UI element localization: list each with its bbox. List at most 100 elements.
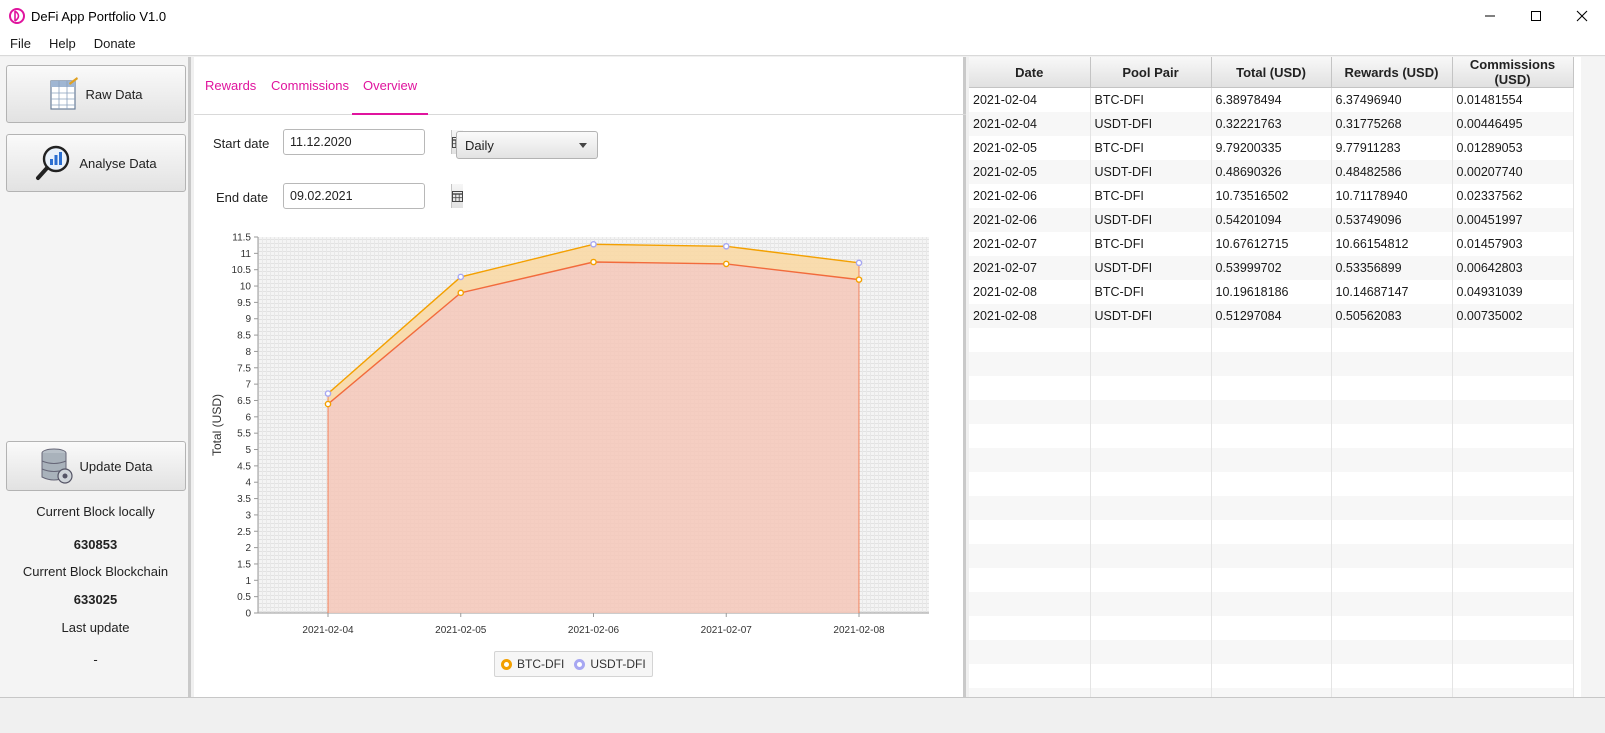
interval-select[interactable]: Daily — [456, 131, 598, 159]
cell-commissions: 0.01481554 — [1452, 87, 1574, 112]
update-data-label: Update Data — [79, 458, 153, 474]
cell-rewards: 0.53749096 — [1331, 207, 1453, 232]
status-bar — [0, 697, 1605, 733]
cell-date — [969, 663, 1091, 688]
cell-date — [969, 423, 1091, 448]
table-row[interactable]: 2021-02-04 BTC-DFI 6.38978494 6.37496940 0.0… — [969, 87, 1574, 112]
minimize-button[interactable] — [1467, 0, 1513, 32]
y-tick-label: 11.5 — [232, 233, 251, 244]
cell-total — [1211, 543, 1332, 568]
maximize-button[interactable] — [1513, 0, 1559, 32]
cell-commissions: 0.02337562 — [1452, 183, 1574, 208]
cell-date — [969, 399, 1091, 424]
current-block-local-value: 630853 — [73, 537, 118, 552]
cell-commissions: 0.00446495 — [1452, 111, 1574, 136]
table-row — [969, 615, 1574, 640]
cell-total — [1211, 687, 1332, 697]
table-row — [969, 543, 1574, 568]
column-header-rewards[interactable]: Rewards (USD) — [1331, 57, 1453, 88]
cell-total — [1211, 351, 1332, 376]
menu-bar: File Help Donate — [0, 32, 1605, 56]
column-header-pool-pair[interactable]: Pool Pair — [1090, 57, 1212, 88]
table-row — [969, 639, 1574, 664]
table-row[interactable]: 2021-02-08 USDT-DFI 0.51297084 0.50562083 0.… — [969, 303, 1574, 328]
table-scrollbar[interactable] — [1581, 57, 1605, 697]
menu-file[interactable]: File — [10, 36, 31, 51]
column-header-date[interactable]: Date — [969, 57, 1091, 88]
cell-commissions — [1452, 495, 1574, 520]
cell-pool-pair — [1090, 495, 1212, 520]
table-row[interactable]: 2021-02-08 BTC-DFI 10.19618186 10.14687147 0… — [969, 279, 1574, 304]
end-date-input[interactable] — [284, 184, 451, 208]
start-date-label: Start date — [213, 136, 270, 151]
close-button[interactable] — [1559, 0, 1605, 32]
raw-data-button[interactable]: Raw Data — [6, 65, 186, 123]
table-row — [969, 567, 1574, 592]
table-row[interactable]: 2021-02-06 USDT-DFI 0.54201094 0.53749096 0.… — [969, 207, 1574, 232]
cell-pool-pair: USDT-DFI — [1090, 111, 1212, 136]
point-usdt-dfi — [324, 390, 332, 397]
cell-total — [1211, 375, 1332, 400]
legend-label-btc-dfi: BTC-DFI — [517, 657, 565, 671]
sidebar: Raw Data Analyse Data Update Data Curren… — [0, 57, 191, 697]
table-row[interactable]: 2021-02-06 BTC-DFI 10.73516502 10.71178940 0… — [969, 183, 1574, 208]
cell-rewards — [1331, 639, 1453, 664]
table-row[interactable]: 2021-02-07 USDT-DFI 0.53999702 0.53356899 0.… — [969, 255, 1574, 280]
cell-pool-pair: BTC-DFI — [1090, 231, 1212, 256]
column-header-total[interactable]: Total (USD) — [1211, 57, 1332, 88]
table-row[interactable]: 2021-02-05 BTC-DFI 9.79200335 9.77911283 0.0… — [969, 135, 1574, 160]
y-tick-label: 4.5 — [237, 461, 251, 472]
cell-commissions: 0.00451997 — [1452, 207, 1574, 232]
point-btc-dfi — [722, 260, 730, 268]
cell-rewards — [1331, 351, 1453, 376]
cell-rewards — [1331, 567, 1453, 592]
cell-commissions — [1452, 663, 1574, 688]
end-date-calendar-button[interactable] — [451, 184, 463, 208]
analyse-data-button[interactable]: Analyse Data — [6, 134, 186, 192]
cell-pool-pair — [1090, 687, 1212, 697]
table-row[interactable]: 2021-02-07 BTC-DFI 10.67612715 10.66154812 0… — [969, 231, 1574, 256]
point-usdt-dfi — [590, 240, 597, 248]
update-data-button[interactable]: Update Data — [6, 441, 186, 491]
interval-value: Daily — [465, 137, 494, 153]
legend-marker-icon — [574, 658, 586, 670]
cell-commissions — [1452, 543, 1574, 568]
overview-panel: Rewards Commissions Overview Start date … — [194, 57, 966, 697]
table-row[interactable]: 2021-02-05 USDT-DFI 0.48690326 0.48482586 0.… — [969, 159, 1574, 184]
table-row — [969, 663, 1574, 688]
cell-total — [1211, 447, 1332, 472]
cell-date: 2021-02-07 — [969, 255, 1091, 280]
tab-commissions[interactable]: Commissions — [271, 78, 350, 93]
y-tick-label: 10.5 — [232, 265, 252, 276]
cell-pool-pair: BTC-DFI — [1090, 87, 1212, 112]
cell-date — [969, 375, 1091, 400]
point-btc-dfi — [855, 276, 863, 283]
cell-pool-pair — [1090, 663, 1212, 688]
cell-total — [1211, 591, 1332, 616]
cell-pool-pair — [1090, 519, 1212, 544]
x-tick-label: 2021-02-04 — [302, 625, 354, 636]
start-date-input[interactable] — [284, 130, 451, 154]
table-row — [969, 423, 1574, 448]
tab-overview[interactable]: Overview — [352, 57, 429, 115]
start-date-picker — [283, 129, 463, 155]
cell-commissions — [1452, 615, 1574, 640]
menu-help[interactable]: Help — [48, 36, 76, 51]
table-row[interactable]: 2021-02-04 USDT-DFI 0.32221763 0.31775268 0.… — [969, 111, 1574, 136]
y-tick-label: 10 — [240, 282, 252, 293]
x-tick-label: 2021-02-07 — [701, 625, 753, 636]
y-tick-label: 11 — [241, 249, 252, 260]
cell-commissions — [1452, 423, 1574, 448]
point-btc-dfi — [590, 258, 597, 266]
cell-total: 10.73516502 — [1211, 183, 1332, 208]
y-tick-label: 0 — [245, 609, 251, 620]
cell-rewards: 10.71178940 — [1331, 183, 1453, 208]
menu-donate[interactable]: Donate — [93, 36, 136, 51]
y-tick-label: 5 — [245, 445, 251, 456]
tab-rewards[interactable]: Rewards — [205, 78, 257, 93]
calendar-icon — [452, 190, 463, 202]
x-tick-label: 2021-02-08 — [833, 625, 885, 636]
column-header-commissions[interactable]: Commissions (USD) — [1452, 57, 1574, 88]
stacked-area-chart: Total (USD) 00.511.522.533.544.555.566.5… — [210, 233, 929, 636]
table-row — [969, 399, 1574, 424]
